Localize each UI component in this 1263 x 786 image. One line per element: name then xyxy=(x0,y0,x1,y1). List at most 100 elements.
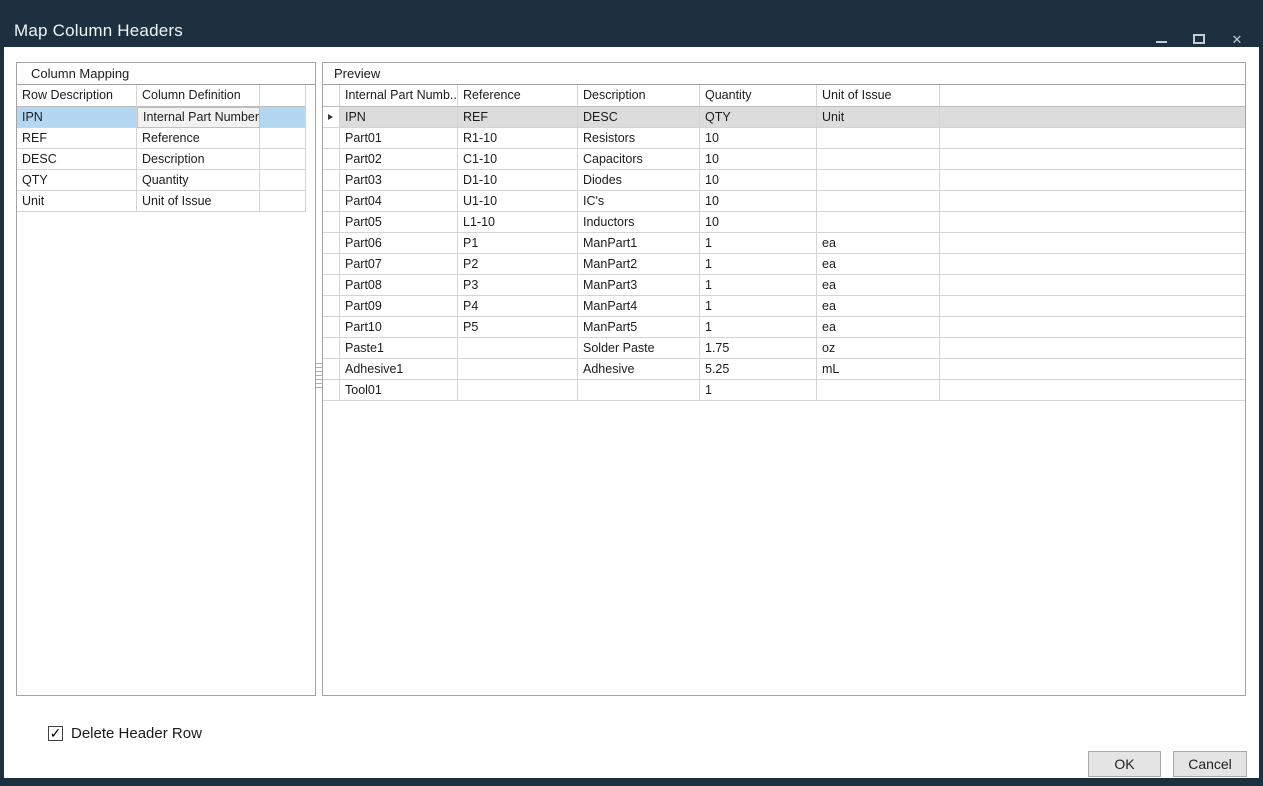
mapping-cell-row-description[interactable]: IPN xyxy=(17,107,137,128)
mapping-col-header-row-description[interactable]: Row Description xyxy=(17,85,137,107)
preview-cell-unit-of-issue[interactable]: ea xyxy=(817,254,940,275)
preview-cell-quantity[interactable]: 10 xyxy=(700,191,817,212)
preview-cell-reference[interactable]: P1 xyxy=(458,233,578,254)
preview-cell-internal-part-number[interactable]: Paste1 xyxy=(340,338,458,359)
preview-col-header-description[interactable]: Description xyxy=(578,85,700,107)
preview-cell-unit-of-issue[interactable]: ea xyxy=(817,296,940,317)
preview-row[interactable]: Part02 C1-10 Capacitors 10 xyxy=(323,149,1245,170)
mapping-cell-row-description[interactable]: QTY xyxy=(17,170,137,191)
preview-cell-description[interactable]: DESC xyxy=(578,107,700,128)
preview-row-header-cell[interactable] xyxy=(323,233,340,254)
mapping-cell-column-definition[interactable]: Internal Part Number xyxy=(137,107,260,128)
preview-cell-internal-part-number[interactable]: Part09 xyxy=(340,296,458,317)
preview-cell-reference[interactable]: R1-10 xyxy=(458,128,578,149)
preview-row[interactable]: Part10 P5 ManPart5 1 ea xyxy=(323,317,1245,338)
preview-cell-unit-of-issue[interactable] xyxy=(817,128,940,149)
preview-cell-reference[interactable]: P2 xyxy=(458,254,578,275)
preview-cell-description[interactable]: ManPart1 xyxy=(578,233,700,254)
preview-cell-unit-of-issue[interactable] xyxy=(817,170,940,191)
mapping-cell-blank[interactable] xyxy=(260,170,306,191)
mapping-row[interactable]: QTY Quantity xyxy=(17,170,315,191)
maximize-button[interactable] xyxy=(1191,31,1207,47)
preview-cell-internal-part-number[interactable]: Tool01 xyxy=(340,380,458,401)
preview-cell-reference[interactable]: D1-10 xyxy=(458,170,578,191)
mapping-cell-row-description[interactable]: REF xyxy=(17,128,137,149)
preview-cell-quantity[interactable]: 1 xyxy=(700,233,817,254)
preview-cell-quantity[interactable]: 5.25 xyxy=(700,359,817,380)
panel-splitter-grip[interactable] xyxy=(316,363,323,389)
preview-cell-reference[interactable] xyxy=(458,359,578,380)
preview-cell-reference[interactable] xyxy=(458,380,578,401)
preview-cell-internal-part-number[interactable]: Part01 xyxy=(340,128,458,149)
preview-cell-unit-of-issue[interactable] xyxy=(817,191,940,212)
preview-cell-description[interactable]: ManPart2 xyxy=(578,254,700,275)
preview-row[interactable]: Paste1 Solder Paste 1.75 oz xyxy=(323,338,1245,359)
minimize-button[interactable] xyxy=(1153,31,1169,47)
preview-row[interactable]: Part04 U1-10 IC's 10 xyxy=(323,191,1245,212)
preview-col-header-reference[interactable]: Reference xyxy=(458,85,578,107)
mapping-row[interactable]: Unit Unit of Issue xyxy=(17,191,315,212)
mapping-cell-column-definition[interactable]: Quantity xyxy=(137,170,260,191)
mapping-row[interactable]: IPN Internal Part Number xyxy=(17,107,315,128)
preview-cell-unit-of-issue[interactable]: ea xyxy=(817,233,940,254)
preview-row-header-cell[interactable] xyxy=(323,191,340,212)
preview-cell-unit-of-issue[interactable]: oz xyxy=(817,338,940,359)
preview-cell-internal-part-number[interactable]: Part06 xyxy=(340,233,458,254)
preview-col-header-internal-part-number[interactable]: Internal Part Numb... xyxy=(340,85,458,107)
preview-cell-reference[interactable]: P3 xyxy=(458,275,578,296)
preview-cell-internal-part-number[interactable]: Part10 xyxy=(340,317,458,338)
preview-cell-internal-part-number[interactable]: Adhesive1 xyxy=(340,359,458,380)
preview-cell-reference[interactable]: P5 xyxy=(458,317,578,338)
preview-row-header-cell[interactable] xyxy=(323,170,340,191)
preview-cell-unit-of-issue[interactable] xyxy=(817,212,940,233)
preview-cell-unit-of-issue[interactable]: mL xyxy=(817,359,940,380)
preview-row-header-cell[interactable] xyxy=(323,317,340,338)
preview-row-header-cell[interactable] xyxy=(323,254,340,275)
preview-cell-description[interactable]: Resistors xyxy=(578,128,700,149)
preview-row-header-cell[interactable] xyxy=(323,107,340,128)
preview-row-header-cell[interactable] xyxy=(323,275,340,296)
preview-cell-description[interactable]: ManPart3 xyxy=(578,275,700,296)
preview-cell-quantity[interactable]: 10 xyxy=(700,149,817,170)
mapping-row[interactable]: REF Reference xyxy=(17,128,315,149)
preview-row-header-cell[interactable] xyxy=(323,359,340,380)
preview-cell-internal-part-number[interactable]: Part04 xyxy=(340,191,458,212)
preview-cell-description[interactable]: ManPart4 xyxy=(578,296,700,317)
mapping-cell-column-definition[interactable]: Description xyxy=(137,149,260,170)
preview-cell-quantity[interactable]: 1 xyxy=(700,317,817,338)
preview-cell-unit-of-issue[interactable]: ea xyxy=(817,317,940,338)
mapping-cell-column-definition[interactable]: Unit of Issue xyxy=(137,191,260,212)
mapping-row[interactable]: DESC Description xyxy=(17,149,315,170)
preview-cell-description[interactable]: Capacitors xyxy=(578,149,700,170)
preview-cell-reference[interactable] xyxy=(458,338,578,359)
preview-row[interactable]: Adhesive1 Adhesive 5.25 mL xyxy=(323,359,1245,380)
ok-button[interactable]: OK xyxy=(1088,751,1161,777)
preview-row-header-cell[interactable] xyxy=(323,149,340,170)
preview-cell-description[interactable]: Adhesive xyxy=(578,359,700,380)
preview-cell-description[interactable]: Solder Paste xyxy=(578,338,700,359)
preview-cell-description[interactable]: IC's xyxy=(578,191,700,212)
preview-row[interactable]: Part09 P4 ManPart4 1 ea xyxy=(323,296,1245,317)
preview-row-header-cell[interactable] xyxy=(323,128,340,149)
mapping-cell-blank[interactable] xyxy=(260,107,306,128)
preview-cell-reference[interactable]: L1-10 xyxy=(458,212,578,233)
preview-cell-quantity[interactable]: QTY xyxy=(700,107,817,128)
preview-row-header-cell[interactable] xyxy=(323,212,340,233)
preview-cell-description[interactable]: ManPart5 xyxy=(578,317,700,338)
preview-cell-quantity[interactable]: 1 xyxy=(700,380,817,401)
preview-row-header-cell[interactable] xyxy=(323,380,340,401)
preview-col-header-quantity[interactable]: Quantity xyxy=(700,85,817,107)
preview-cell-internal-part-number[interactable]: Part08 xyxy=(340,275,458,296)
preview-cell-reference[interactable]: C1-10 xyxy=(458,149,578,170)
cancel-button[interactable]: Cancel xyxy=(1173,751,1247,777)
preview-cell-quantity[interactable]: 1 xyxy=(700,254,817,275)
preview-cell-internal-part-number[interactable]: Part03 xyxy=(340,170,458,191)
preview-col-header-unit-of-issue[interactable]: Unit of Issue xyxy=(817,85,940,107)
preview-row[interactable]: Part08 P3 ManPart3 1 ea xyxy=(323,275,1245,296)
preview-row[interactable]: Part05 L1-10 Inductors 10 xyxy=(323,212,1245,233)
preview-cell-quantity[interactable]: 1 xyxy=(700,296,817,317)
preview-cell-reference[interactable]: U1-10 xyxy=(458,191,578,212)
preview-cell-reference[interactable]: P4 xyxy=(458,296,578,317)
preview-cell-unit-of-issue[interactable]: ea xyxy=(817,275,940,296)
mapping-cell-blank[interactable] xyxy=(260,128,306,149)
